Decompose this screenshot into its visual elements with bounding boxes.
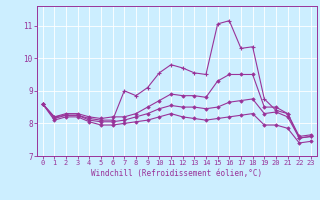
X-axis label: Windchill (Refroidissement éolien,°C): Windchill (Refroidissement éolien,°C)	[91, 169, 262, 178]
